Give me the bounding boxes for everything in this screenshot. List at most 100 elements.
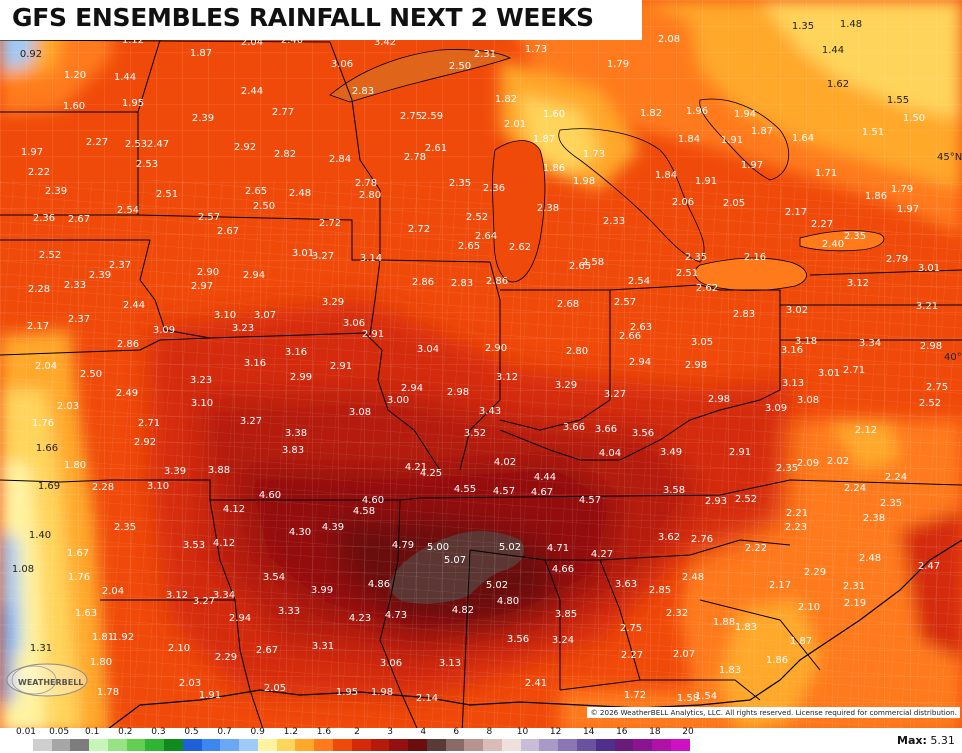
rainfall-value: 2.23 — [785, 522, 807, 533]
rainfall-value: 2.78 — [404, 152, 426, 163]
rainfall-value: 2.05 — [723, 198, 745, 209]
rainfall-value: 5.00 — [427, 542, 449, 553]
rainfall-value: 4.60 — [362, 495, 384, 506]
max-label: Max: — [897, 734, 927, 747]
rainfall-value: 2.03 — [57, 401, 79, 412]
rainfall-value: 3.27 — [240, 416, 262, 427]
rainfall-value: 1.76 — [32, 418, 54, 429]
rainfall-value: 1.79 — [607, 59, 629, 70]
rainfall-value: 3.06 — [331, 59, 353, 70]
rainfall-value: 3.18 — [795, 336, 817, 347]
rainfall-value: 2.50 — [253, 201, 275, 212]
rainfall-value: 2.94 — [401, 383, 423, 394]
rainfall-value: 3.24 — [552, 635, 574, 646]
rainfall-value: 2.06 — [672, 197, 694, 208]
rainfall-value: 2.29 — [215, 652, 237, 663]
rainfall-value: 2.72 — [319, 218, 341, 229]
legend-swatch — [51, 739, 71, 751]
legend-swatch — [32, 739, 52, 751]
rainfall-value: 2.16 — [744, 252, 766, 263]
rainfall-value: 2.27 — [86, 137, 108, 148]
rainfall-value: 2.03 — [179, 678, 201, 689]
rainfall-value: 2.83 — [352, 86, 374, 97]
legend-swatch — [276, 739, 296, 751]
rainfall-value: 1.96 — [686, 106, 708, 117]
rainfall-value: 1.87 — [533, 134, 555, 145]
rainfall-value: 3.49 — [660, 447, 682, 458]
rainfall-value: 3.14 — [360, 253, 382, 264]
legend-swatch — [201, 739, 221, 751]
rainfall-map: 45°N 40°N 0.921.122.042.403.422.311.731.… — [0, 0, 962, 735]
rainfall-value: 1.81 — [92, 632, 114, 643]
rainfall-value: 2.37 — [109, 260, 131, 271]
legend-swatch — [370, 739, 390, 751]
rainfall-value: 1.80 — [64, 460, 86, 471]
rainfall-value: 2.98 — [708, 394, 730, 405]
rainfall-value: 1.20 — [64, 70, 86, 81]
legend-swatch — [14, 739, 33, 751]
rainfall-value: 2.17 — [785, 207, 807, 218]
rainfall-value: 2.59 — [421, 111, 443, 122]
rainfall-value: 5.07 — [444, 555, 466, 566]
rainfall-value: 2.99 — [290, 372, 312, 383]
rainfall-value: 2.51 — [676, 268, 698, 279]
legend-label: 6 — [453, 727, 460, 737]
rainfall-value: 3.34 — [213, 590, 235, 601]
rainfall-value: 2.67 — [256, 645, 278, 656]
rainfall-value: 2.08 — [658, 34, 680, 45]
rainfall-value: 2.80 — [359, 190, 381, 201]
legend-swatch — [652, 739, 671, 751]
legend-label: 3 — [387, 727, 393, 737]
rainfall-value: 3.08 — [349, 407, 371, 418]
rainfall-value: 2.90 — [485, 343, 507, 354]
rainfall-value: 2.47 — [918, 561, 940, 572]
rainfall-value: 1.94 — [734, 109, 756, 120]
rainfall-value: 3.06 — [343, 318, 365, 329]
rainfall-value: 3.02 — [786, 305, 808, 316]
rainfall-value: 2.75 — [400, 111, 422, 122]
legend-swatch — [670, 739, 690, 751]
legend-swatch — [558, 739, 577, 751]
rainfall-value: 1.86 — [766, 655, 788, 666]
rainfall-value: 2.58 — [582, 257, 604, 268]
rainfall-value: 3.27 — [193, 596, 215, 607]
rainfall-value: 1.86 — [865, 191, 887, 202]
rainfall-value: 2.84 — [329, 154, 351, 165]
rainfall-value: 3.13 — [439, 658, 461, 669]
rainfall-value: 2.10 — [798, 602, 820, 613]
rainfall-value: 3.16 — [781, 345, 803, 356]
rainfall-value: 1.87 — [751, 126, 773, 137]
rainfall-value: 1.64 — [792, 133, 814, 144]
rainfall-value: 2.47 — [147, 139, 169, 150]
rainfall-value: 3.16 — [285, 347, 307, 358]
rainfall-value: 2.21 — [786, 508, 808, 519]
rainfall-value: 2.31 — [843, 581, 865, 592]
legend-swatches — [14, 739, 690, 751]
rainfall-value: 3.21 — [916, 301, 938, 312]
rainfall-value: 2.61 — [425, 143, 447, 154]
legend-label: 0.3 — [151, 727, 166, 737]
rainfall-value: 1.54 — [695, 691, 717, 702]
rainfall-value: 3.09 — [765, 403, 787, 414]
state-boundaries — [0, 39, 962, 735]
rainfall-value: 3.42 — [374, 37, 396, 48]
rainfall-value: 3.16 — [244, 358, 266, 369]
legend-swatch — [520, 739, 540, 751]
rainfall-value: 3.34 — [859, 338, 881, 349]
rainfall-value: 4.30 — [289, 527, 311, 538]
legend-swatch — [483, 739, 502, 751]
rainfall-value: 2.33 — [603, 216, 625, 227]
rainfall-value: 2.91 — [729, 447, 751, 458]
rainfall-value: 2.85 — [649, 585, 671, 596]
rainfall-value: 3.88 — [208, 465, 230, 476]
rainfall-value: 3.06 — [380, 658, 402, 669]
rainfall-value: 1.73 — [583, 149, 605, 160]
rainfall-value: 1.60 — [543, 109, 565, 120]
max-value: 5.31 — [930, 734, 955, 747]
rainfall-value: 1.87 — [190, 48, 212, 59]
rainfall-value: 3.23 — [232, 323, 254, 334]
legend-swatch — [333, 739, 352, 751]
rainfall-value: 1.98 — [371, 687, 393, 698]
legend-label: 8 — [486, 727, 493, 737]
rainfall-value: 2.52 — [39, 250, 61, 261]
